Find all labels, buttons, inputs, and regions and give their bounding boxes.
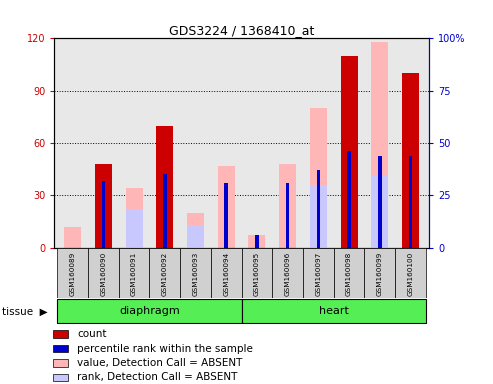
Title: GDS3224 / 1368410_at: GDS3224 / 1368410_at xyxy=(169,24,314,37)
Bar xyxy=(156,126,173,248)
Bar xyxy=(102,181,105,248)
FancyBboxPatch shape xyxy=(334,248,364,298)
Bar xyxy=(371,176,388,248)
Text: GSM160090: GSM160090 xyxy=(101,252,106,296)
Text: value, Detection Call = ABSENT: value, Detection Call = ABSENT xyxy=(77,358,242,368)
Bar xyxy=(279,164,296,248)
Bar xyxy=(378,156,382,248)
Bar xyxy=(218,166,235,248)
Text: tissue  ▶: tissue ▶ xyxy=(2,307,48,317)
FancyBboxPatch shape xyxy=(57,299,242,323)
Text: GSM160093: GSM160093 xyxy=(192,252,199,296)
Bar xyxy=(53,374,68,381)
Bar xyxy=(371,42,388,248)
Text: percentile rank within the sample: percentile rank within the sample xyxy=(77,344,253,354)
Bar xyxy=(187,225,204,248)
FancyBboxPatch shape xyxy=(211,248,242,298)
Text: GSM160097: GSM160097 xyxy=(316,252,321,296)
FancyBboxPatch shape xyxy=(303,248,334,298)
Bar xyxy=(126,209,142,248)
Text: GSM160092: GSM160092 xyxy=(162,252,168,296)
FancyBboxPatch shape xyxy=(242,248,272,298)
Bar xyxy=(64,227,81,248)
Text: rank, Detection Call = ABSENT: rank, Detection Call = ABSENT xyxy=(77,372,237,382)
Bar xyxy=(341,56,357,248)
Bar xyxy=(310,108,327,248)
Bar xyxy=(409,156,412,248)
Text: diaphragm: diaphragm xyxy=(119,306,180,316)
Bar xyxy=(163,174,167,248)
FancyBboxPatch shape xyxy=(272,248,303,298)
FancyBboxPatch shape xyxy=(242,299,426,323)
FancyBboxPatch shape xyxy=(395,248,426,298)
Bar xyxy=(286,183,289,248)
Bar xyxy=(310,185,327,248)
Bar xyxy=(126,189,142,248)
Text: GSM160100: GSM160100 xyxy=(408,252,414,296)
Text: GSM160098: GSM160098 xyxy=(346,252,352,296)
FancyBboxPatch shape xyxy=(57,248,88,298)
Bar xyxy=(347,151,351,248)
Bar xyxy=(53,345,68,353)
Bar xyxy=(402,73,419,248)
Text: GSM160094: GSM160094 xyxy=(223,252,229,296)
Text: GSM160091: GSM160091 xyxy=(131,252,137,296)
Text: GSM160089: GSM160089 xyxy=(70,252,75,296)
Bar xyxy=(95,164,112,248)
Text: GSM160099: GSM160099 xyxy=(377,252,383,296)
Text: GSM160095: GSM160095 xyxy=(254,252,260,296)
Text: count: count xyxy=(77,329,106,339)
FancyBboxPatch shape xyxy=(149,248,180,298)
Bar xyxy=(187,213,204,248)
Bar xyxy=(317,170,320,248)
Bar xyxy=(53,330,68,338)
Bar xyxy=(224,183,228,248)
FancyBboxPatch shape xyxy=(119,248,149,298)
FancyBboxPatch shape xyxy=(88,248,119,298)
Bar xyxy=(53,359,68,367)
Text: GSM160096: GSM160096 xyxy=(284,252,291,296)
Bar xyxy=(255,235,259,248)
Text: heart: heart xyxy=(319,306,349,316)
FancyBboxPatch shape xyxy=(364,248,395,298)
FancyBboxPatch shape xyxy=(180,248,211,298)
Bar xyxy=(248,235,265,248)
